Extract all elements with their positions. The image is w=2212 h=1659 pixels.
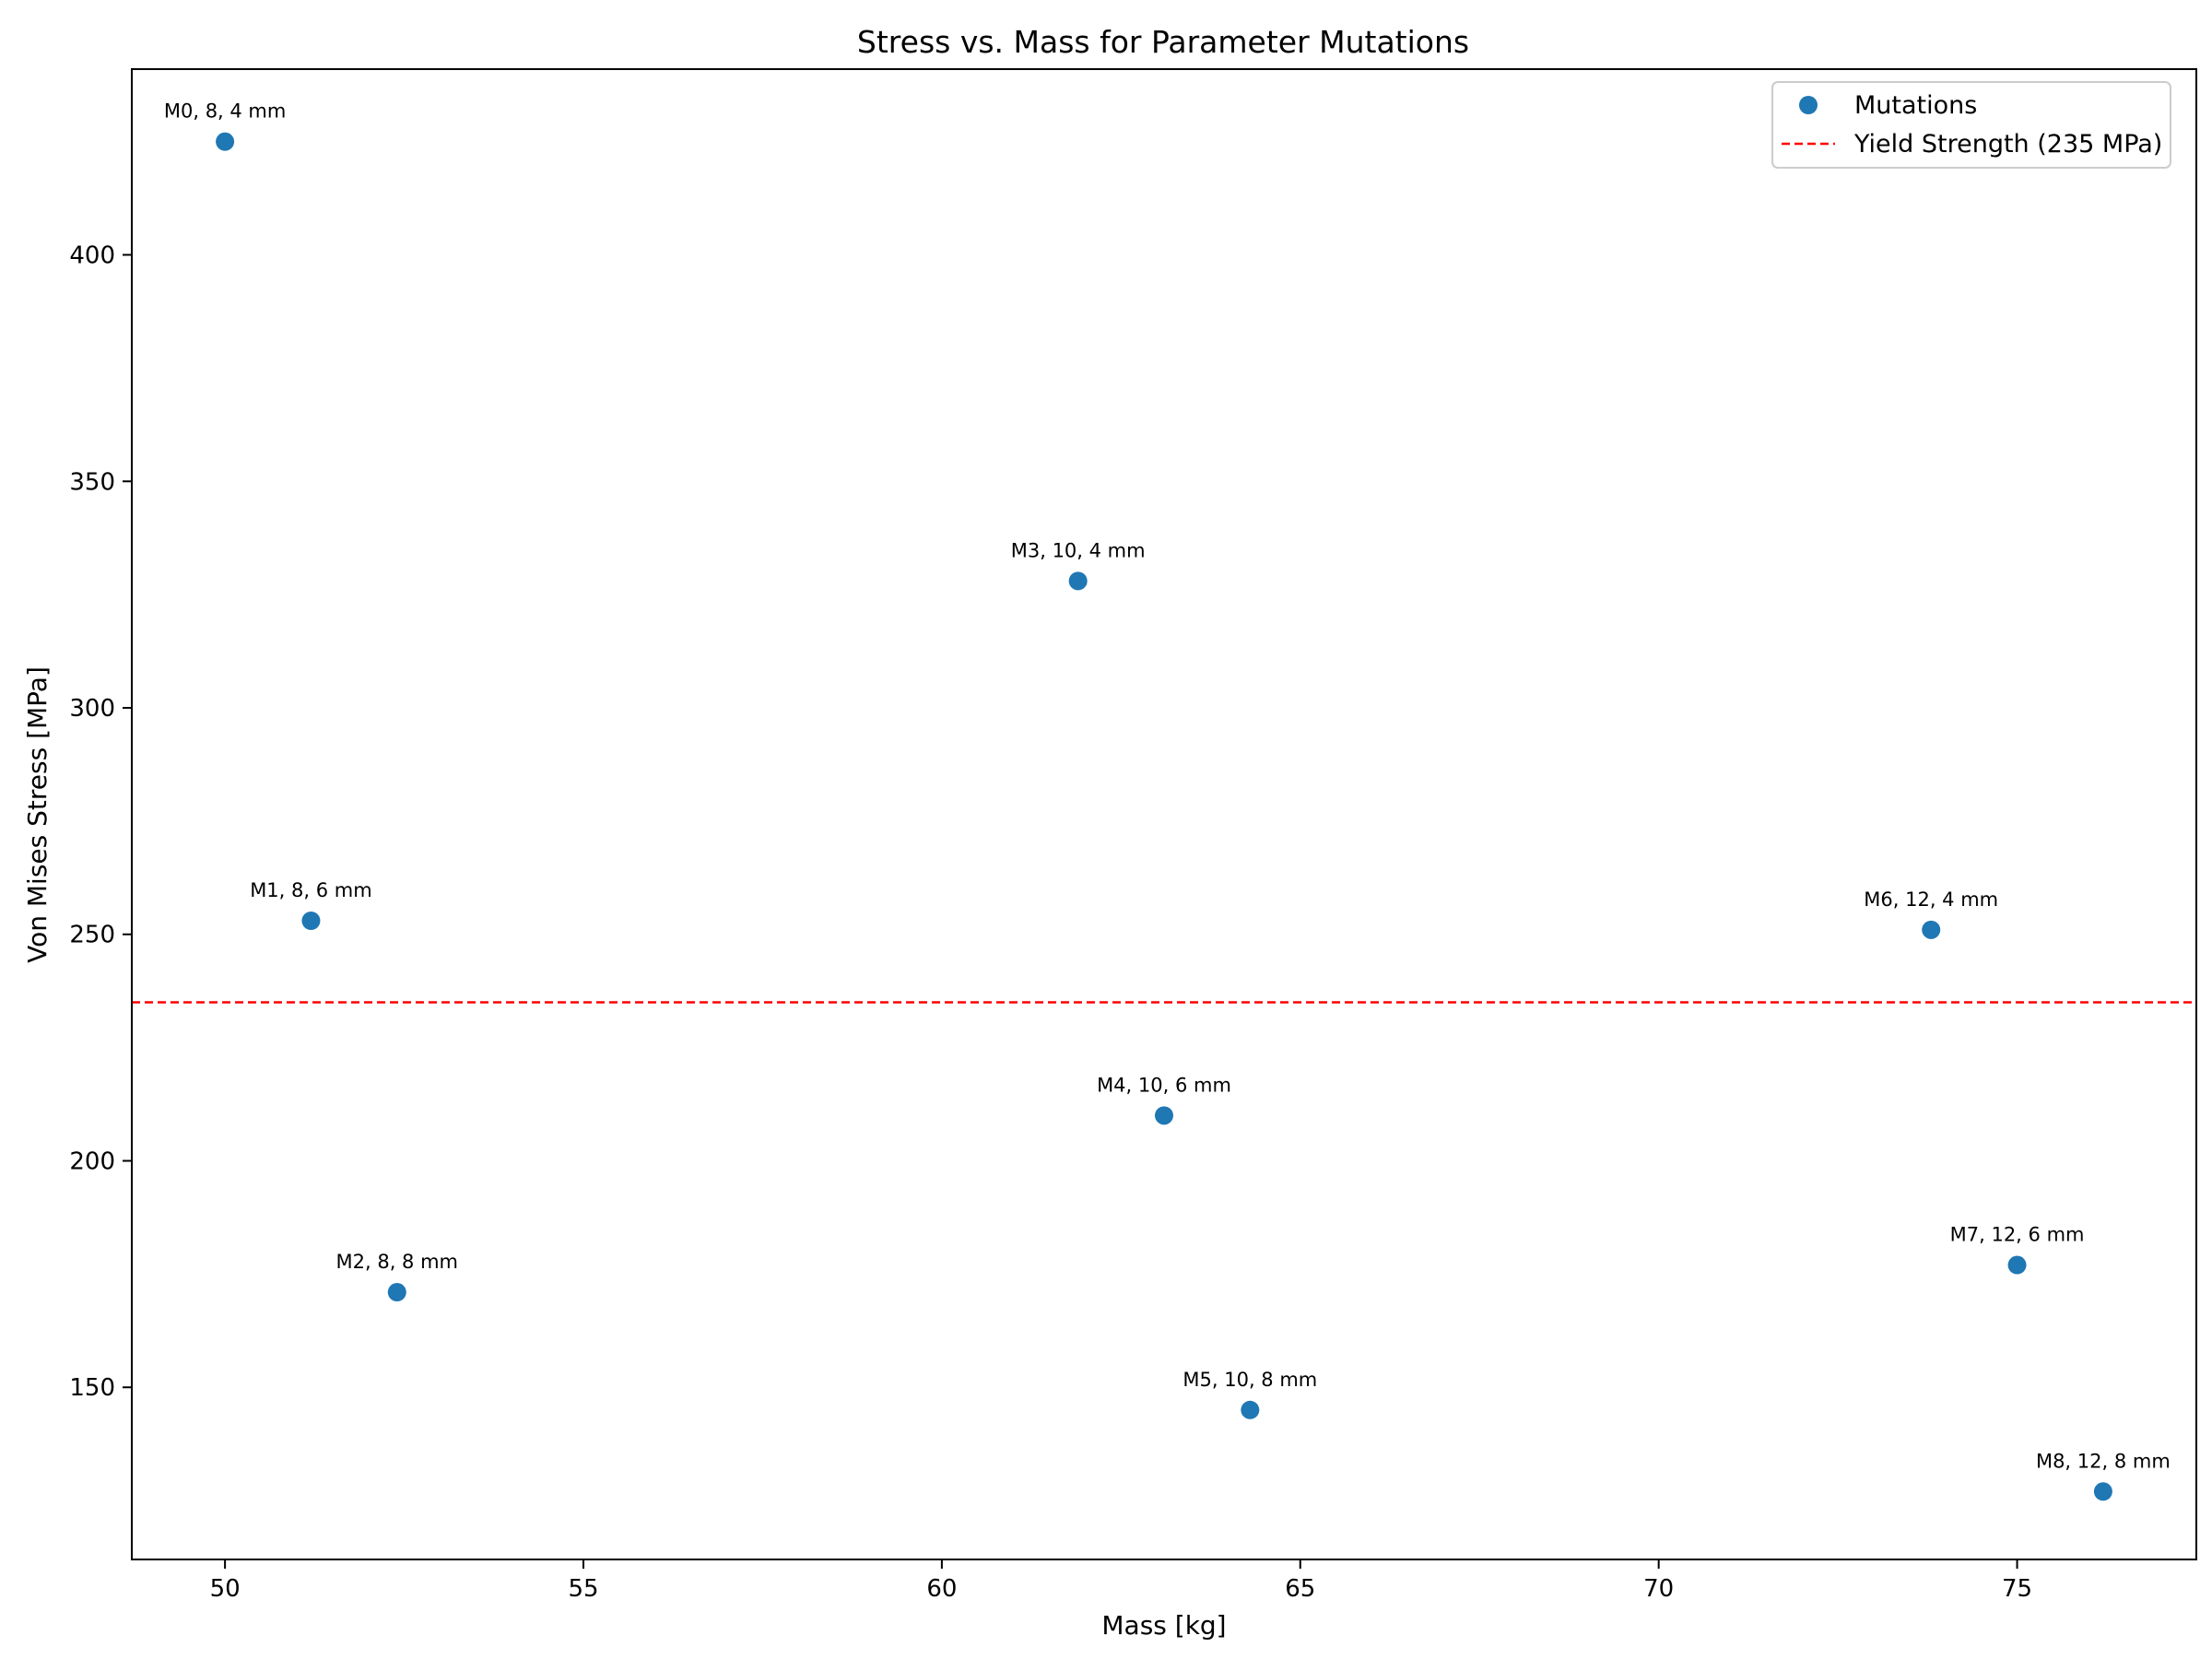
data-point-label: M8, 12, 8 mm [2036,1450,2171,1472]
x-tick-label: 70 [1643,1575,1674,1603]
plot-frame [131,68,2197,1560]
x-tick-label: 65 [1285,1575,1315,1603]
data-point [216,132,235,151]
x-tick-label: 75 [2002,1575,2032,1603]
data-point-label: M5, 10, 8 mm [1182,1369,1317,1391]
data-point-label: M7, 12, 6 mm [1950,1224,2085,1246]
data-point [1922,920,1941,939]
y-tick-label: 250 [69,922,115,949]
data-point [387,1283,406,1302]
data-point-label: M0, 8, 4 mm [164,100,287,123]
data-point [301,912,321,930]
x-tick-label: 60 [926,1575,957,1603]
data-point [1155,1106,1173,1125]
plot-area: 50 55 60 65 70 75 150 200 250 300 350 400 M0, 8, 4 m… [69,100,2196,1603]
x-tick-label: 55 [568,1575,598,1603]
y-tick-label: 400 [69,242,115,270]
y-tick-label: 350 [69,468,115,496]
data-point-label: M6, 12, 4 mm [1864,888,1998,911]
chart-title: Stress vs. Mass for Parameter Mutations [857,24,1469,60]
x-axis-label: Mass [kg] [1101,1610,1226,1641]
data-point [2007,1255,2027,1275]
y-tick-label: 150 [69,1374,115,1402]
data-point-label: M4, 10, 6 mm [1097,1074,1231,1096]
data-point-label: M3, 10, 4 mm [1011,539,1146,561]
data-point-label: M2, 8, 8 mm [336,1251,459,1273]
y-axis-label: Von Mises Stress [MPa] [22,666,53,963]
legend-yield-label: Yield Strength (235 MPa) [1853,130,2162,159]
data-point-label: M1, 8, 6 mm [250,879,372,901]
legend-box [1771,81,2171,169]
x-tick-label: 50 [210,1575,241,1603]
data-point [1241,1400,1260,1419]
legend-mutations-label: Mutations [1854,91,1977,120]
legend: Mutations Yield Strength (235 MPa) [1771,81,2171,169]
data-point [1068,571,1088,591]
legend-mutations-marker [1799,96,1818,114]
y-tick-label: 200 [69,1147,115,1175]
y-tick-label: 300 [69,695,115,723]
data-point [2093,1482,2112,1501]
